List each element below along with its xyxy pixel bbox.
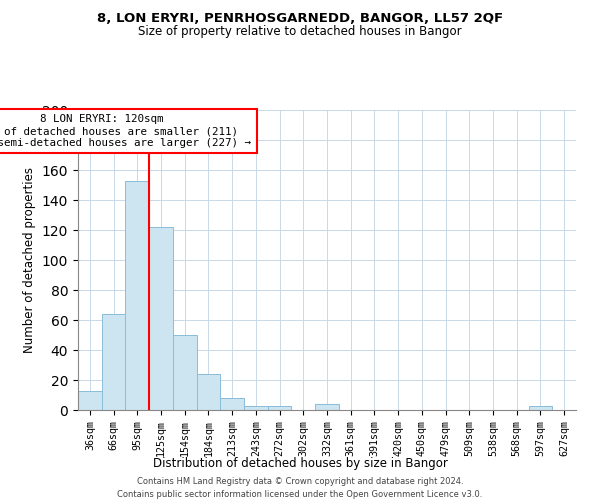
Bar	[244, 406, 268, 410]
Text: Size of property relative to detached houses in Bangor: Size of property relative to detached ho…	[138, 25, 462, 38]
Bar	[529, 406, 552, 410]
Text: 8, LON ERYRI, PENRHOSGARNEDD, BANGOR, LL57 2QF: 8, LON ERYRI, PENRHOSGARNEDD, BANGOR, LL…	[97, 12, 503, 26]
Bar	[173, 335, 197, 410]
Text: Distribution of detached houses by size in Bangor: Distribution of detached houses by size …	[152, 458, 448, 470]
Bar	[125, 180, 149, 410]
Bar	[197, 374, 220, 410]
Bar	[220, 398, 244, 410]
Bar	[149, 227, 173, 410]
Bar	[268, 406, 292, 410]
Y-axis label: Number of detached properties: Number of detached properties	[23, 167, 36, 353]
Bar	[315, 404, 339, 410]
Text: 8 LON ERYRI: 120sqm
← 47% of detached houses are smaller (211)
51% of semi-detac: 8 LON ERYRI: 120sqm ← 47% of detached ho…	[0, 114, 251, 148]
Bar	[102, 314, 125, 410]
Text: Contains public sector information licensed under the Open Government Licence v3: Contains public sector information licen…	[118, 490, 482, 499]
Text: Contains HM Land Registry data © Crown copyright and database right 2024.: Contains HM Land Registry data © Crown c…	[137, 478, 463, 486]
Bar	[78, 390, 102, 410]
